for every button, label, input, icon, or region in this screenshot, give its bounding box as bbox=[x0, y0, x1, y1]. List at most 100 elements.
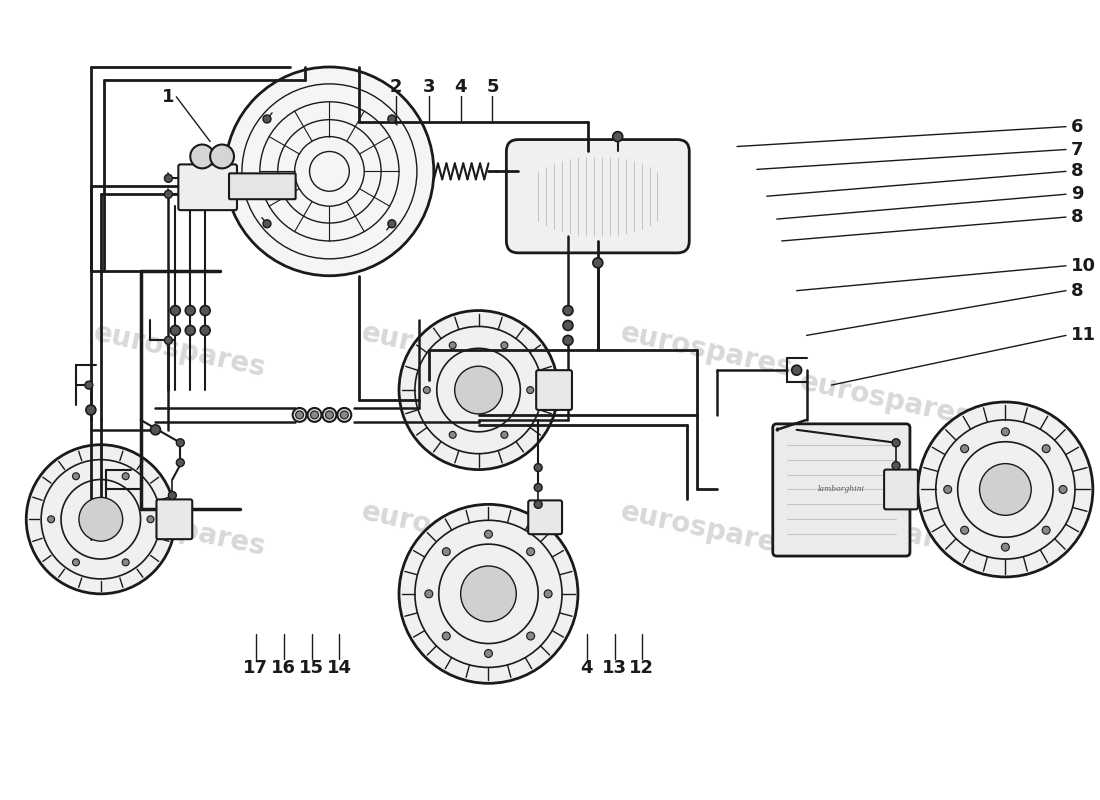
Circle shape bbox=[979, 464, 1031, 515]
Circle shape bbox=[527, 548, 535, 556]
Circle shape bbox=[613, 132, 623, 142]
Text: eurospares: eurospares bbox=[91, 498, 268, 561]
Circle shape bbox=[399, 504, 578, 683]
Circle shape bbox=[338, 408, 351, 422]
Circle shape bbox=[399, 310, 558, 470]
Circle shape bbox=[164, 174, 173, 182]
Circle shape bbox=[190, 145, 214, 168]
Circle shape bbox=[164, 190, 173, 198]
Circle shape bbox=[176, 438, 185, 446]
Circle shape bbox=[185, 306, 195, 315]
Circle shape bbox=[527, 386, 534, 394]
FancyBboxPatch shape bbox=[506, 139, 690, 253]
Circle shape bbox=[454, 366, 503, 414]
Circle shape bbox=[164, 336, 173, 344]
Circle shape bbox=[340, 411, 349, 419]
Circle shape bbox=[1042, 526, 1050, 534]
Text: eurospares: eurospares bbox=[618, 318, 795, 382]
Circle shape bbox=[326, 411, 333, 419]
Circle shape bbox=[442, 632, 450, 640]
Circle shape bbox=[308, 408, 321, 422]
Text: 4: 4 bbox=[581, 659, 593, 678]
Circle shape bbox=[593, 258, 603, 268]
Circle shape bbox=[176, 458, 185, 466]
Circle shape bbox=[535, 483, 542, 491]
Circle shape bbox=[425, 590, 432, 598]
FancyBboxPatch shape bbox=[229, 174, 296, 199]
Circle shape bbox=[73, 473, 79, 480]
Circle shape bbox=[535, 500, 542, 508]
Circle shape bbox=[86, 405, 96, 415]
FancyBboxPatch shape bbox=[528, 500, 562, 534]
Circle shape bbox=[170, 326, 180, 335]
Text: eurospares: eurospares bbox=[91, 318, 268, 382]
Circle shape bbox=[892, 438, 900, 446]
Circle shape bbox=[892, 462, 900, 470]
Circle shape bbox=[449, 342, 456, 349]
Circle shape bbox=[960, 526, 969, 534]
Text: 8: 8 bbox=[1071, 208, 1083, 226]
Text: 16: 16 bbox=[272, 659, 296, 678]
Text: 13: 13 bbox=[602, 659, 627, 678]
Circle shape bbox=[200, 306, 210, 315]
Circle shape bbox=[388, 115, 396, 123]
Circle shape bbox=[424, 386, 430, 394]
Circle shape bbox=[226, 67, 433, 276]
Text: lamborghini: lamborghini bbox=[818, 486, 865, 494]
Text: 6: 6 bbox=[1071, 118, 1083, 136]
Circle shape bbox=[293, 408, 307, 422]
FancyBboxPatch shape bbox=[536, 370, 572, 410]
Circle shape bbox=[484, 530, 493, 538]
Circle shape bbox=[210, 145, 234, 168]
Circle shape bbox=[500, 431, 508, 438]
Text: eurospares: eurospares bbox=[360, 498, 537, 561]
Circle shape bbox=[1001, 543, 1010, 551]
Circle shape bbox=[960, 445, 969, 453]
Text: 4: 4 bbox=[454, 78, 466, 96]
Text: 9: 9 bbox=[1071, 186, 1083, 203]
Circle shape bbox=[500, 342, 508, 349]
Circle shape bbox=[563, 321, 573, 330]
Text: 1: 1 bbox=[162, 88, 175, 106]
Text: 17: 17 bbox=[243, 659, 268, 678]
Circle shape bbox=[917, 402, 1093, 577]
Circle shape bbox=[461, 566, 516, 622]
Circle shape bbox=[47, 516, 55, 522]
Text: 5: 5 bbox=[486, 78, 498, 96]
Circle shape bbox=[147, 516, 154, 522]
Circle shape bbox=[484, 650, 493, 658]
Text: 14: 14 bbox=[327, 659, 352, 678]
Circle shape bbox=[263, 115, 271, 123]
Circle shape bbox=[26, 445, 175, 594]
Circle shape bbox=[944, 486, 952, 494]
Circle shape bbox=[200, 326, 210, 335]
Circle shape bbox=[535, 464, 542, 471]
Text: eurospares: eurospares bbox=[360, 318, 537, 382]
FancyBboxPatch shape bbox=[773, 424, 910, 556]
Circle shape bbox=[310, 411, 319, 419]
Circle shape bbox=[792, 366, 802, 375]
Circle shape bbox=[151, 425, 161, 434]
Circle shape bbox=[296, 411, 304, 419]
Circle shape bbox=[185, 326, 195, 335]
Circle shape bbox=[442, 548, 450, 556]
Circle shape bbox=[122, 559, 129, 566]
Circle shape bbox=[79, 498, 123, 541]
Circle shape bbox=[1059, 486, 1067, 494]
FancyBboxPatch shape bbox=[178, 165, 236, 210]
Circle shape bbox=[544, 590, 552, 598]
Text: eurospares: eurospares bbox=[618, 498, 795, 561]
Circle shape bbox=[1042, 445, 1050, 453]
Circle shape bbox=[85, 381, 92, 389]
Circle shape bbox=[527, 632, 535, 640]
Text: 10: 10 bbox=[1071, 257, 1096, 275]
FancyBboxPatch shape bbox=[156, 499, 192, 539]
Circle shape bbox=[563, 335, 573, 346]
Text: eurospares: eurospares bbox=[796, 498, 975, 561]
Text: 11: 11 bbox=[1071, 326, 1096, 344]
Text: 8: 8 bbox=[1071, 282, 1083, 300]
Circle shape bbox=[449, 431, 456, 438]
Text: 7: 7 bbox=[1071, 141, 1083, 158]
Circle shape bbox=[263, 220, 271, 228]
Text: eurospares: eurospares bbox=[796, 368, 975, 432]
